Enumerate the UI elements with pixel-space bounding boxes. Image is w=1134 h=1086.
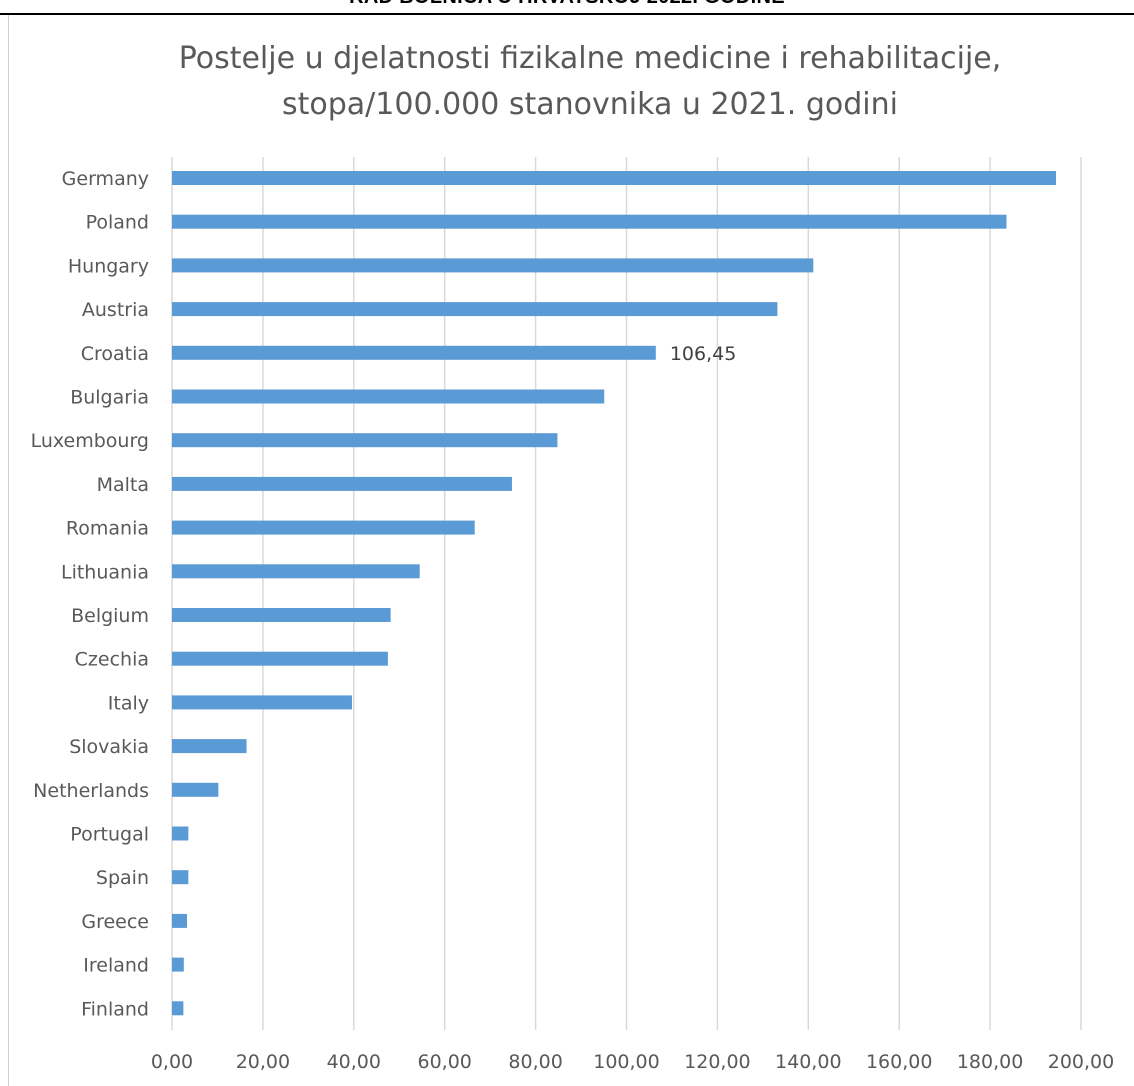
bar bbox=[172, 520, 475, 535]
bar bbox=[172, 782, 219, 797]
y-category-label: Austria bbox=[82, 299, 149, 321]
bar bbox=[172, 345, 656, 360]
bar bbox=[172, 1001, 184, 1016]
header-rule bbox=[0, 13, 1134, 15]
bar bbox=[172, 913, 187, 928]
x-tick-label: 60,00 bbox=[417, 1051, 471, 1073]
y-category-label: Germany bbox=[62, 168, 149, 190]
y-category-label: Slovakia bbox=[69, 736, 149, 758]
x-tick-label: 140,00 bbox=[775, 1051, 841, 1073]
y-category-label: Hungary bbox=[68, 255, 149, 277]
y-category-label: Italy bbox=[108, 692, 149, 714]
y-category-label: Netherlands bbox=[33, 780, 149, 802]
y-category-label: Malta bbox=[97, 474, 149, 496]
bar bbox=[172, 302, 778, 317]
chart-title-line-1: Postelje u djelatnosti fizikalne medicin… bbox=[178, 41, 1002, 76]
x-tick-label: 40,00 bbox=[327, 1051, 381, 1073]
bar bbox=[172, 957, 184, 972]
x-tick-label: 100,00 bbox=[593, 1051, 659, 1073]
y-category-label: Portugal bbox=[70, 824, 149, 846]
bar bbox=[172, 564, 420, 579]
y-category-label: Poland bbox=[86, 212, 149, 234]
x-tick-label: 80,00 bbox=[508, 1051, 562, 1073]
chart-title-line-2: stopa/100.000 stanovnika u 2021. godini bbox=[282, 87, 898, 122]
x-tick-label: 120,00 bbox=[684, 1051, 750, 1073]
y-category-label: Finland bbox=[81, 998, 149, 1020]
x-tick-label: 180,00 bbox=[957, 1051, 1023, 1073]
bar bbox=[172, 389, 605, 404]
chart-title: Postelje u djelatnosti fizikalne medicin… bbox=[120, 36, 1060, 128]
y-category-label: Romania bbox=[66, 518, 149, 540]
y-category-label: Croatia bbox=[81, 343, 149, 365]
bar bbox=[172, 739, 247, 754]
y-category-label: Ireland bbox=[83, 955, 149, 977]
y-category-label: Spain bbox=[96, 867, 149, 889]
x-tick-label: 20,00 bbox=[236, 1051, 290, 1073]
x-tick-label: 200,00 bbox=[1048, 1051, 1114, 1073]
y-category-label: Lithuania bbox=[61, 561, 149, 583]
bar bbox=[172, 651, 388, 666]
bar bbox=[172, 258, 814, 273]
y-category-label: Bulgaria bbox=[70, 387, 149, 409]
bar bbox=[172, 214, 1007, 229]
x-tick-label: 160,00 bbox=[866, 1051, 932, 1073]
y-category-label: Belgium bbox=[71, 605, 149, 627]
y-category-label: Greece bbox=[81, 911, 149, 933]
data-label: 106,45 bbox=[670, 343, 736, 365]
x-tick-label: 0,00 bbox=[151, 1051, 193, 1073]
y-category-label: Luxembourg bbox=[31, 430, 149, 452]
bar bbox=[172, 826, 189, 841]
chart-frame-border bbox=[8, 15, 9, 1086]
bar bbox=[172, 608, 391, 622]
bar bbox=[172, 476, 512, 491]
document-header: RAD BOLNICA U HRVATSKOJ 2022. GODINE bbox=[0, 0, 1134, 12]
bar bbox=[172, 433, 558, 448]
bar bbox=[172, 870, 189, 885]
y-category-label: Czechia bbox=[75, 649, 149, 671]
bar bbox=[172, 171, 1057, 185]
bar bbox=[172, 695, 352, 710]
